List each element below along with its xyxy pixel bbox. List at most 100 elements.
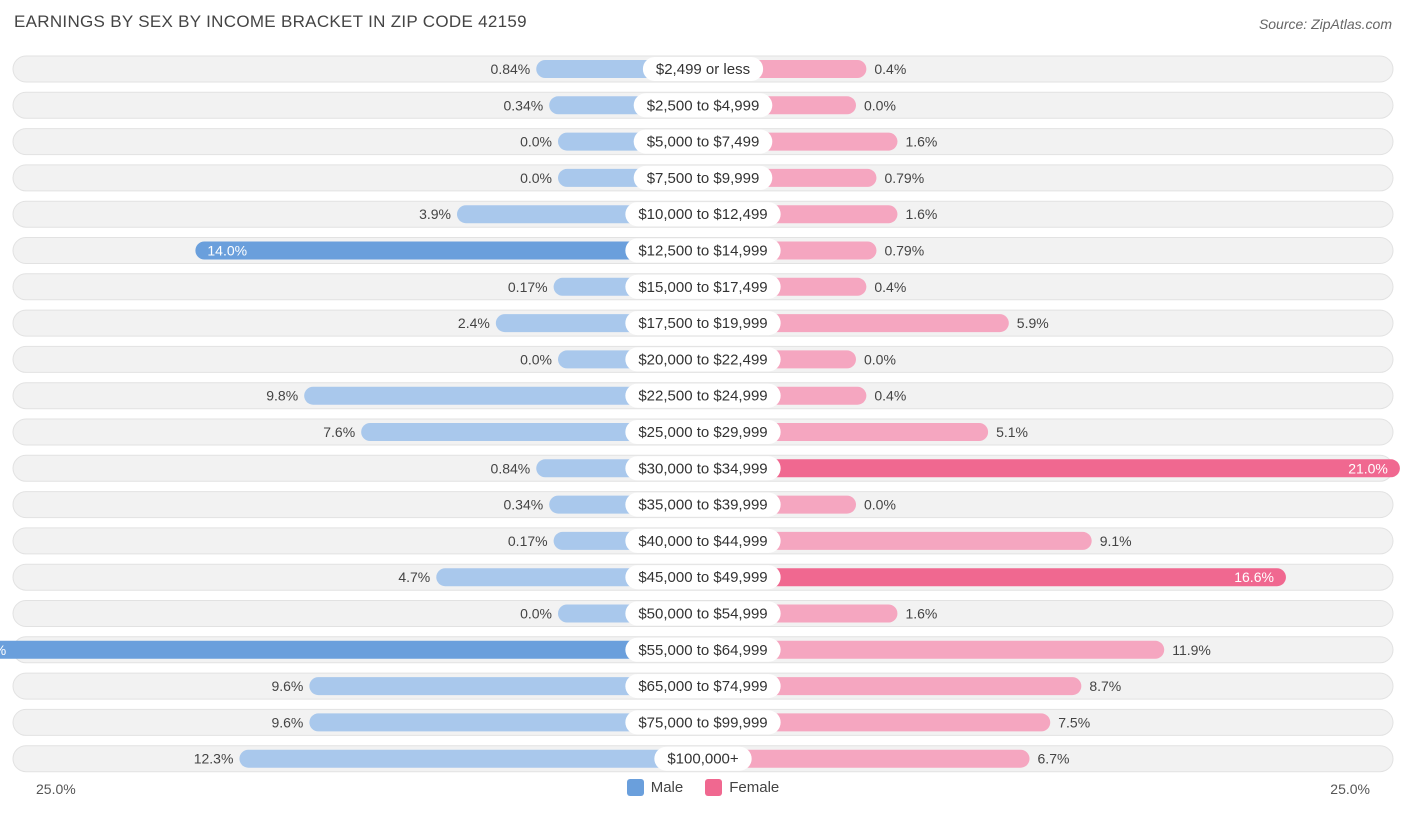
value-label-female: 5.9% (1017, 315, 1049, 331)
value-label-male: 0.34% (503, 497, 543, 513)
category-pill (625, 565, 781, 590)
category-label: $35,000 to $39,999 (638, 497, 767, 514)
value-label-female: 11.9% (1172, 642, 1211, 658)
category-label: $75,000 to $99,999 (638, 714, 767, 731)
legend: Male Female (0, 779, 1406, 796)
bar-male (309, 713, 703, 732)
value-label-male: 12.3% (194, 751, 234, 767)
category-label: $45,000 to $49,999 (638, 569, 767, 586)
category-pill (654, 746, 752, 771)
value-label-male: 14.0% (207, 243, 247, 259)
category-pill (625, 238, 781, 263)
value-label-female: 0.4% (874, 388, 906, 404)
category-pill (625, 274, 781, 299)
bar-male (309, 677, 703, 696)
category-pill (633, 129, 773, 154)
category-pill (625, 383, 781, 408)
value-label-male: 0.17% (508, 533, 548, 549)
value-label-female: 1.6% (905, 134, 937, 150)
category-label: $25,000 to $29,999 (638, 424, 767, 441)
value-label-male: 0.0% (520, 134, 552, 150)
value-label-female: 1.6% (905, 206, 937, 222)
value-label-male: 2.4% (458, 315, 490, 331)
value-label-male: 0.0% (520, 351, 552, 367)
category-label: $100,000+ (667, 751, 739, 768)
bar-female (703, 677, 1082, 696)
value-label-female: 0.0% (864, 497, 896, 513)
bar-female (703, 459, 1400, 478)
value-label-male: 3.9% (419, 206, 451, 222)
axis-right-label: 25.0% (1330, 781, 1370, 797)
category-label: $20,000 to $22,499 (638, 351, 767, 368)
category-label: $15,000 to $17,499 (638, 279, 767, 296)
value-label-male: 9.8% (266, 388, 298, 404)
category-pill (633, 165, 773, 190)
category-label: $40,000 to $44,999 (638, 533, 767, 550)
bar-female (703, 749, 1030, 768)
category-label: $2,499 or less (656, 61, 750, 78)
bar-female (703, 568, 1286, 587)
category-pill (625, 601, 781, 626)
value-label-female: 1.6% (905, 606, 937, 622)
category-label: $2,500 to $4,999 (647, 97, 760, 114)
chart-title: EARNINGS BY SEX BY INCOME BRACKET IN ZIP… (14, 12, 527, 31)
category-label: $22,500 to $24,999 (638, 388, 767, 405)
category-label: $55,000 to $64,999 (638, 642, 767, 659)
value-label-female: 5.1% (996, 424, 1028, 440)
value-label-female: 0.0% (864, 351, 896, 367)
category-pill (625, 674, 781, 699)
category-label: $65,000 to $74,999 (638, 678, 767, 695)
legend-item-male[interactable]: Male (626, 779, 683, 796)
bar-female (703, 713, 1051, 732)
value-label-female: 0.79% (884, 243, 924, 259)
value-label-female: 9.1% (1100, 533, 1132, 549)
value-label-female: 0.4% (874, 279, 906, 295)
source-credit: Source: ZipAtlas.com (1258, 16, 1392, 32)
value-label-male: 0.0% (520, 606, 552, 622)
value-label-male: 0.17% (508, 279, 548, 295)
category-pill (642, 57, 764, 81)
value-label-female: 0.0% (864, 97, 896, 113)
value-label-female: 7.5% (1058, 714, 1090, 730)
category-label: $5,000 to $7,499 (647, 134, 760, 151)
category-pill (625, 456, 781, 481)
value-label-male: 0.34% (503, 97, 543, 113)
value-label-female: 0.79% (884, 170, 924, 186)
category-pill (625, 202, 781, 227)
value-label-male: 23.3% (0, 642, 6, 658)
value-label-male: 0.84% (491, 460, 531, 476)
category-label: $7,500 to $9,999 (647, 170, 760, 187)
bar-male (239, 749, 703, 768)
value-label-male: 0.0% (520, 170, 552, 186)
category-pill (625, 528, 781, 553)
value-label-male: 4.7% (398, 569, 430, 585)
value-label-female: 8.7% (1089, 678, 1121, 694)
bar-male (195, 241, 703, 260)
value-label-male: 7.6% (323, 424, 355, 440)
legend-swatch-female (705, 779, 723, 796)
value-label-male: 9.6% (271, 678, 303, 694)
category-label: $17,500 to $19,999 (638, 315, 767, 332)
category-pill (625, 637, 781, 662)
category-pill (625, 492, 781, 517)
legend-swatch-male (626, 779, 644, 796)
category-pill (625, 347, 781, 372)
category-pill (633, 93, 773, 118)
value-label-female: 6.7% (1038, 751, 1070, 767)
category-label: $10,000 to $12,499 (638, 206, 767, 223)
legend-label-female: Female (729, 779, 780, 796)
legend-item-female[interactable]: Female (705, 779, 779, 796)
bar-male (0, 640, 703, 659)
category-label: $50,000 to $54,999 (638, 606, 767, 623)
bar-female (703, 531, 1092, 550)
value-label-male: 9.6% (271, 714, 303, 730)
category-label: $30,000 to $34,999 (638, 460, 767, 477)
bar-male (361, 423, 703, 441)
value-label-female: 0.4% (874, 61, 906, 77)
category-pill (625, 420, 781, 444)
category-pill (625, 311, 781, 336)
category-pill (625, 710, 781, 735)
value-label-male: 0.84% (491, 61, 531, 77)
